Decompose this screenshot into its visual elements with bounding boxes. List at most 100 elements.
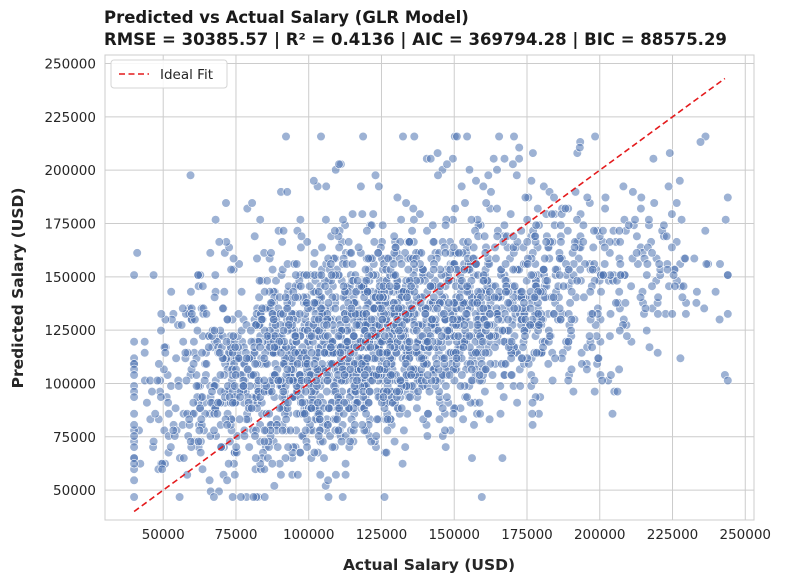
scatter-point — [247, 403, 257, 413]
scatter-point — [379, 492, 390, 502]
scatter-point — [385, 281, 395, 291]
scatter-point — [306, 403, 317, 413]
scatter-point — [198, 281, 208, 291]
scatter-point — [667, 242, 677, 252]
scatter-point — [401, 198, 411, 208]
scatter-point — [292, 359, 303, 369]
y-axis-label: Predicted Salary (USD) — [9, 188, 27, 389]
scatter-point — [556, 220, 566, 230]
scatter-point — [352, 276, 363, 286]
scatter-point — [462, 392, 472, 402]
scatter-point — [454, 248, 464, 258]
scatter-point — [334, 242, 344, 252]
scatter-point — [397, 403, 407, 413]
scatter-point — [129, 370, 139, 380]
scatter-point — [512, 398, 522, 408]
scatter-point — [129, 392, 139, 402]
scatter-point — [659, 220, 669, 230]
scatter-point — [483, 170, 493, 180]
scatter-point — [187, 309, 197, 319]
scatter-point — [186, 436, 196, 447]
scatter-point — [313, 398, 323, 408]
scatter-point — [600, 204, 610, 214]
scatter-point — [533, 204, 543, 214]
scatter-point — [527, 420, 538, 430]
scatter-point — [439, 353, 450, 363]
scatter-point — [228, 331, 238, 341]
scatter-point — [542, 276, 552, 286]
scatter-point — [280, 292, 291, 302]
scatter-point — [670, 281, 680, 291]
scatter-point — [363, 331, 373, 341]
scatter-point — [351, 320, 362, 330]
scatter-point — [226, 265, 236, 275]
scatter-point — [614, 364, 624, 375]
scatter-point — [168, 425, 178, 436]
scatter-point — [663, 181, 674, 191]
scatter-point — [361, 265, 371, 275]
scatter-point — [616, 270, 626, 280]
scatter-point — [448, 409, 459, 419]
scatter-point — [335, 348, 345, 358]
scatter-point — [403, 265, 413, 275]
scatter-point — [192, 326, 202, 336]
scatter-point — [324, 403, 334, 413]
scatter-point — [238, 381, 249, 391]
scatter-point — [563, 226, 573, 236]
scatter-point — [309, 448, 320, 458]
scatter-point — [197, 464, 208, 474]
scatter-point — [260, 287, 270, 297]
scatter-point — [440, 425, 450, 436]
scatter-point — [464, 331, 474, 341]
scatter-point — [150, 409, 160, 419]
scatter-point — [450, 204, 460, 214]
scatter-point — [295, 215, 306, 225]
scatter-point — [665, 148, 675, 158]
scatter-point — [445, 265, 455, 275]
scatter-point — [300, 409, 310, 419]
scatter-point — [481, 364, 491, 375]
scatter-point — [267, 387, 277, 397]
x-tick-labels: 50000 75000 100000 125000 150000 175000 200000… — [142, 527, 771, 543]
scatter-point — [587, 342, 597, 352]
scatter-point — [277, 425, 288, 436]
scatter-point — [320, 281, 330, 291]
scatter-point — [330, 226, 340, 236]
scatter-point — [463, 237, 473, 247]
scatter-point — [507, 370, 517, 380]
scatter-point — [723, 375, 733, 386]
scatter-point — [330, 303, 340, 314]
scatter-point — [478, 337, 488, 347]
legend: Ideal Fit — [110, 59, 228, 89]
scatter-point — [653, 348, 663, 358]
scatter-point — [129, 459, 139, 469]
scatter-point — [596, 287, 606, 297]
scatter-point — [636, 192, 646, 203]
scatter-point — [534, 320, 544, 330]
scatter-point — [365, 342, 375, 352]
scatter-point — [402, 292, 412, 302]
scatter-point — [624, 220, 634, 230]
scatter-point — [230, 342, 240, 352]
scatter-point — [215, 348, 225, 358]
scatter-point — [452, 131, 462, 142]
scatter-point — [282, 303, 292, 314]
scatter-point — [549, 192, 559, 203]
scatter-point — [250, 359, 260, 369]
scatter-point — [341, 314, 351, 325]
scatter-point — [302, 237, 312, 247]
scatter-point — [715, 259, 725, 269]
scatter-point — [276, 470, 286, 480]
y-tick-label: 100000 — [44, 376, 96, 392]
scatter-point — [156, 309, 166, 319]
scatter-point — [302, 270, 312, 280]
scatter-point — [350, 420, 360, 430]
scatter-point — [342, 337, 353, 347]
scatter-point — [455, 292, 465, 302]
scatter-point — [723, 309, 733, 319]
scatter-point — [444, 298, 454, 308]
scatter-point — [503, 298, 513, 308]
scatter-point — [630, 215, 640, 225]
scatter-point — [282, 187, 292, 197]
scatter-point — [277, 237, 287, 247]
